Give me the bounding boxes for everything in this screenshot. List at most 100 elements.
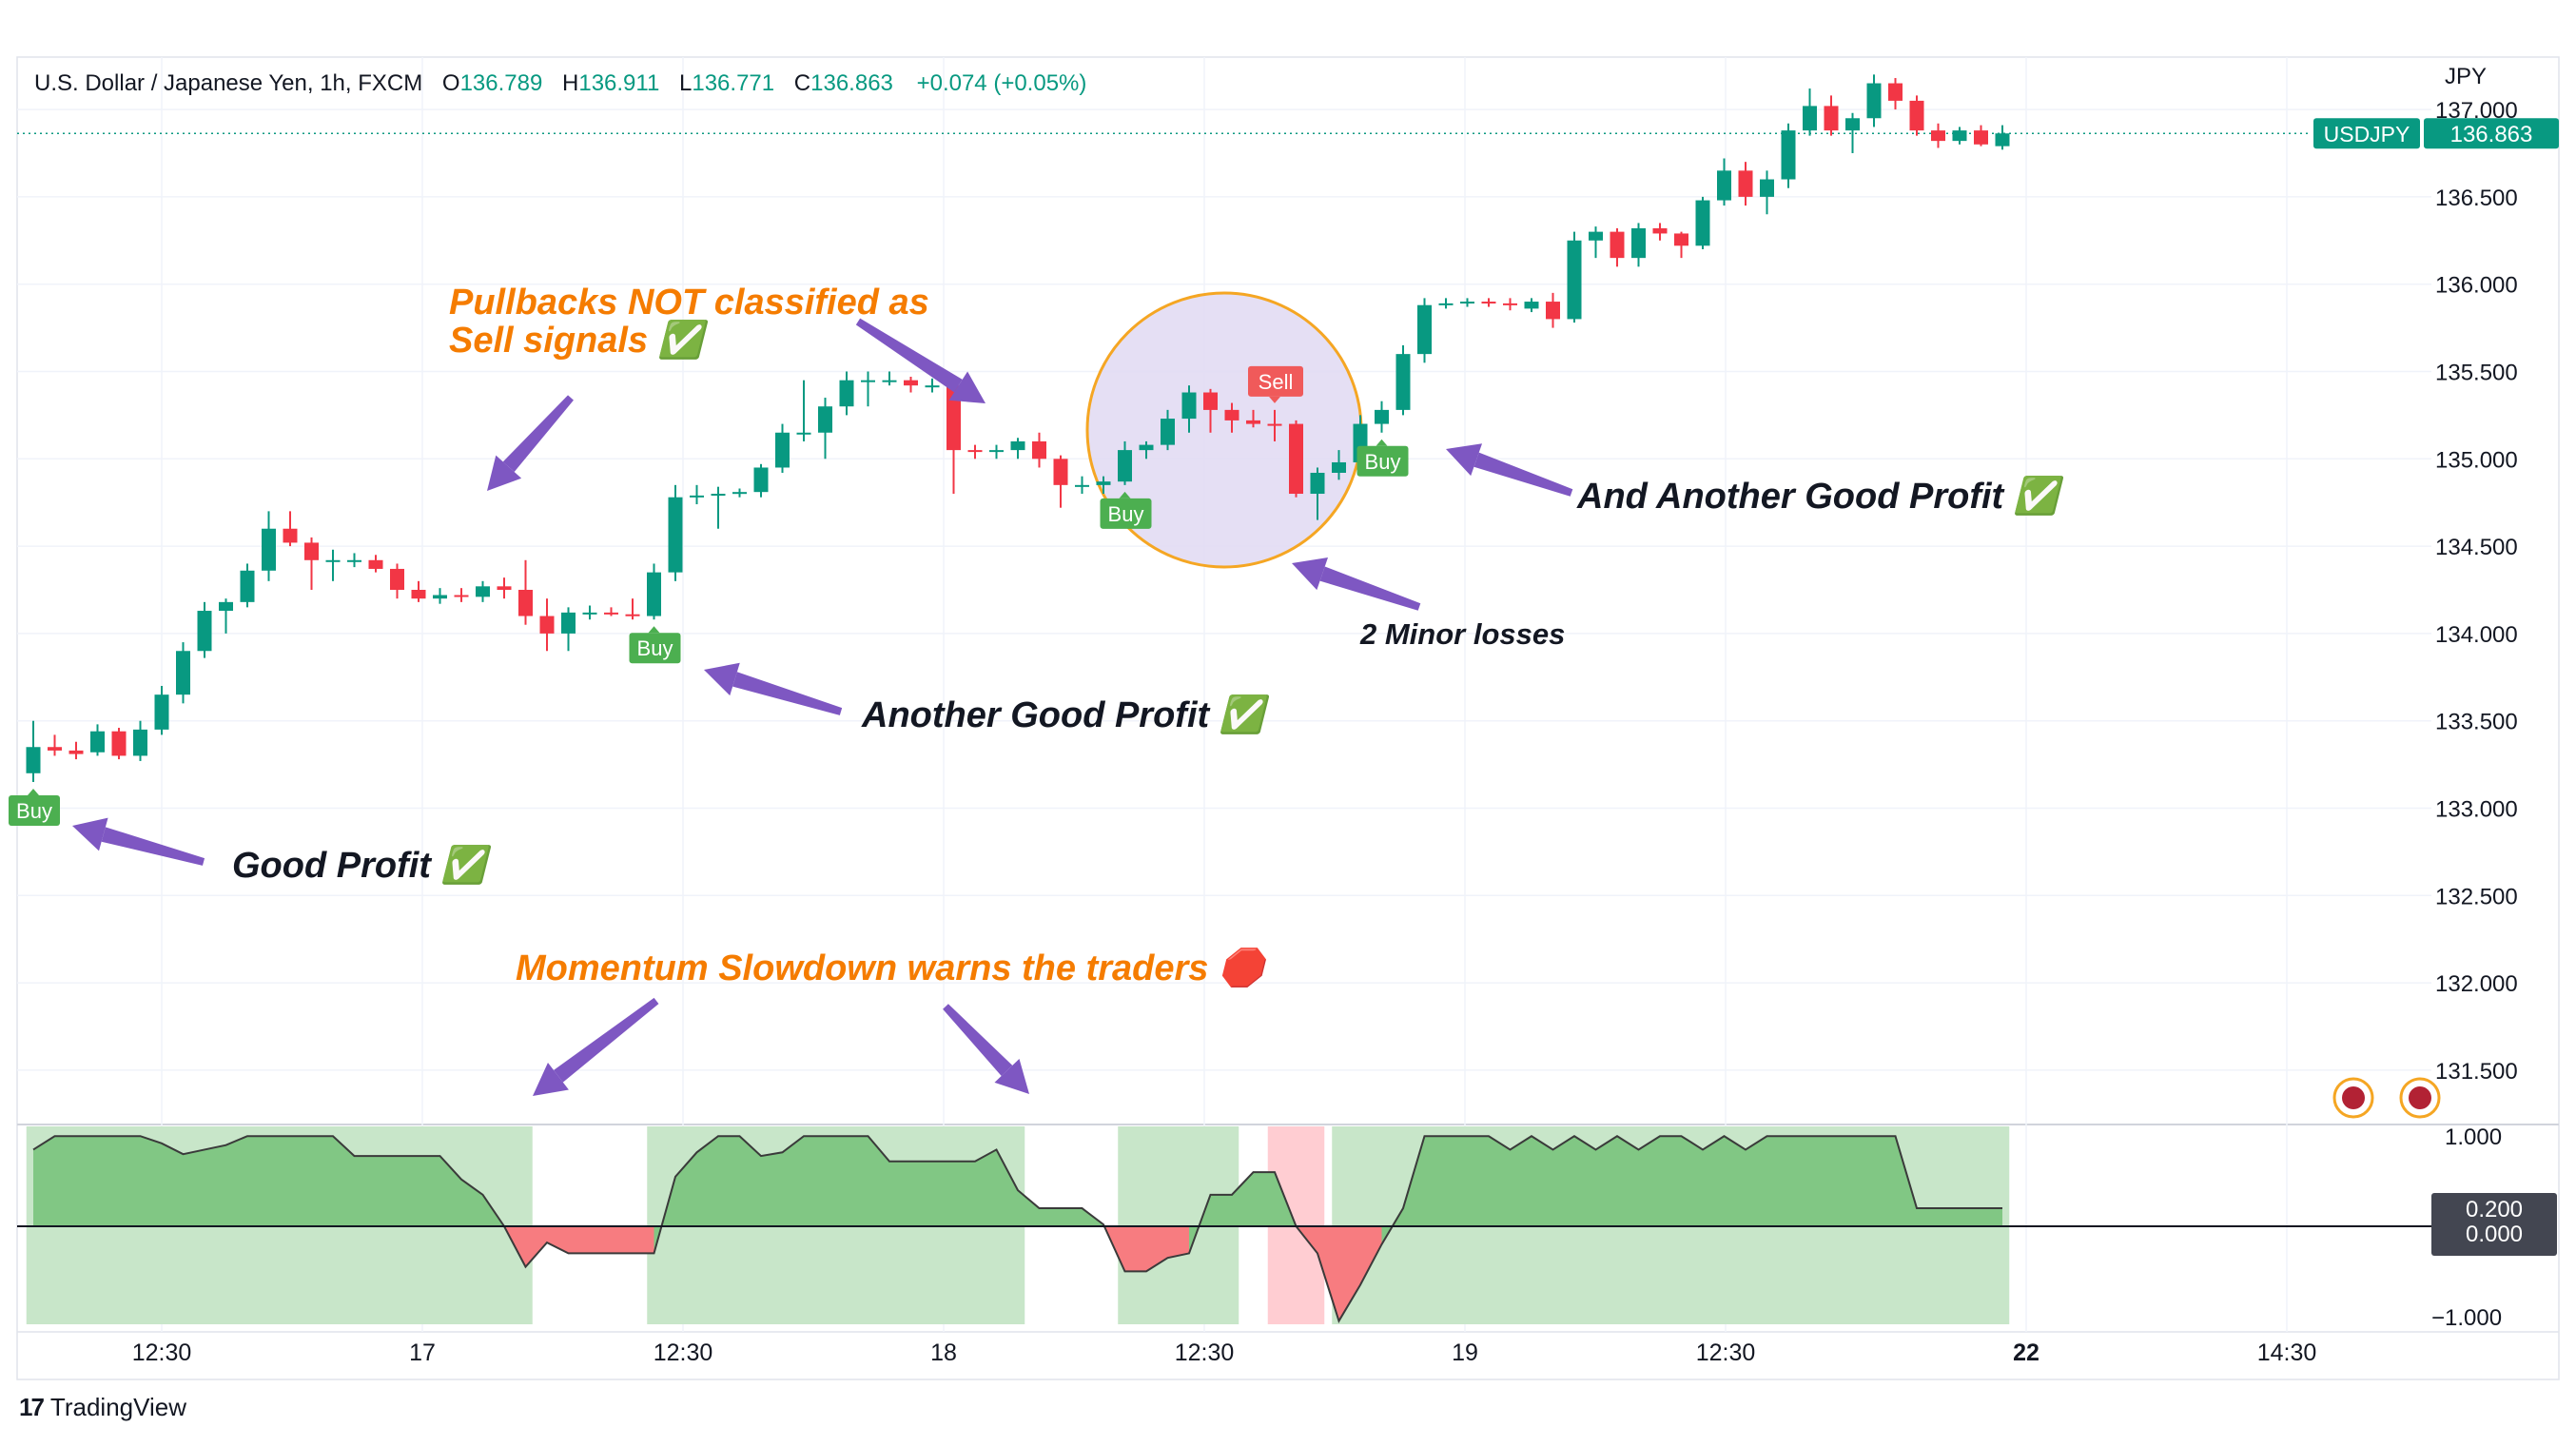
candle-body xyxy=(1652,227,1668,234)
oscillator-fill-segment xyxy=(54,1136,76,1226)
candle-body xyxy=(904,380,918,386)
highlight-circle xyxy=(1085,291,1368,569)
oscillator-fill-segment xyxy=(1210,1194,1232,1226)
economic-event-icon[interactable] xyxy=(2332,1077,2374,1119)
candle-body xyxy=(1460,302,1474,304)
arrow-shaft xyxy=(101,827,205,866)
annotation-arrows xyxy=(72,318,1573,1096)
candle-body xyxy=(325,559,341,562)
candle-body xyxy=(1438,303,1454,305)
candle-body xyxy=(518,590,533,616)
candle-bearish xyxy=(454,588,469,602)
candle-bullish xyxy=(1139,440,1154,460)
candle-bullish xyxy=(839,371,854,416)
candle-body xyxy=(582,612,597,615)
price-tick-label: 135.500 xyxy=(2435,360,2518,385)
candle-bullish xyxy=(1524,298,1539,313)
candle-body xyxy=(625,614,640,616)
oscillator-fill-segment xyxy=(1446,1136,1468,1226)
candle-body xyxy=(68,750,84,754)
candle-bullish xyxy=(796,380,811,441)
buy-signal-label: Buy xyxy=(16,799,52,823)
sell-signal[interactable]: Sell xyxy=(1248,365,1303,403)
oscillator-fill-segment xyxy=(1532,1136,1553,1226)
low-value: 136.771 xyxy=(692,70,775,96)
oscillator-pane xyxy=(17,1135,2431,1323)
candle-body xyxy=(1139,444,1154,451)
candle-body xyxy=(1866,83,1882,119)
buy-signal[interactable]: Buy xyxy=(1356,439,1409,477)
candle-bullish xyxy=(775,423,790,473)
candle-body xyxy=(1096,481,1111,485)
candle-body xyxy=(1717,170,1731,201)
arrow-shaft xyxy=(1473,452,1573,497)
buy-signal-box xyxy=(9,794,60,826)
candle-body xyxy=(1738,170,1753,197)
oscillator-fill-segment xyxy=(782,1136,804,1226)
candle-body xyxy=(1181,392,1197,420)
candle-bullish xyxy=(753,463,769,498)
candle-bearish xyxy=(111,728,127,760)
candle-bearish xyxy=(1824,95,1839,136)
oscillator-fill-segment xyxy=(1595,1136,1617,1226)
oscillator-fill-segment xyxy=(162,1143,184,1226)
oscillator-fill-segment xyxy=(996,1149,1018,1226)
oscillator-fill-segment xyxy=(889,1161,911,1226)
arrow-shaft xyxy=(855,318,963,393)
candle-bearish xyxy=(1888,78,1903,110)
candle-bearish xyxy=(1610,227,1625,267)
candle-body xyxy=(1546,302,1560,320)
candle-bearish xyxy=(625,598,640,620)
buy-signal-pointer xyxy=(1376,439,1388,446)
time-tick-label: 12:30 xyxy=(1175,1339,1235,1366)
candle-body xyxy=(1203,392,1218,410)
candle-body xyxy=(775,432,790,468)
candle-bullish xyxy=(1375,401,1389,433)
good-profit-annotation: Good Profit ✅ xyxy=(232,844,493,886)
momentum-annotation: Momentum Slowdown warns the traders 🛑 xyxy=(516,947,1270,988)
candle-bearish xyxy=(1224,402,1239,433)
oscillator-fill-segment xyxy=(1338,1226,1360,1321)
tradingview-footer[interactable]: 17 TradingView xyxy=(19,1393,186,1422)
candle-bullish xyxy=(1438,298,1454,309)
oscillator-fill-segment xyxy=(590,1226,612,1254)
candle-body xyxy=(561,612,576,634)
price-tick-label: 134.500 xyxy=(2435,535,2518,560)
oscillator-fill-segment xyxy=(1724,1136,1746,1226)
candle-body xyxy=(1931,130,1945,142)
buy-signal[interactable]: Buy xyxy=(629,626,681,664)
buy-signal[interactable]: Buy xyxy=(9,788,60,826)
candle-body xyxy=(1995,133,2010,147)
time-tick-label: 19 xyxy=(1452,1339,1478,1366)
candle-bearish xyxy=(1931,123,1945,148)
candle-bullish xyxy=(925,378,940,393)
symbol-title: U.S. Dollar / Japanese Yen, 1h, FXCM xyxy=(34,70,423,96)
candle-body xyxy=(1118,450,1132,482)
candle-bearish xyxy=(1674,231,1688,259)
signal-markers: Buy Buy Buy Sell Buy xyxy=(9,365,1409,826)
candle-body xyxy=(732,492,747,495)
oscillator-fill-segment xyxy=(739,1136,761,1226)
oscillator-fill-segment xyxy=(1917,1208,1939,1226)
buy-signal[interactable]: Buy xyxy=(1100,491,1152,529)
oscillator-fill-segment xyxy=(1552,1136,1574,1226)
candle-body xyxy=(1010,440,1025,451)
symbol-header[interactable]: U.S. Dollar / Japanese Yen, 1h, FXCM O13… xyxy=(34,70,1086,97)
candle-bullish xyxy=(1803,88,1817,136)
candle-body xyxy=(48,747,62,751)
candle-bullish xyxy=(690,484,704,505)
oscillator-fill-segment xyxy=(696,1136,718,1226)
candle-bullish xyxy=(1695,196,1710,249)
candle-bullish xyxy=(1589,226,1603,259)
symbol-badge-label: USDJPY xyxy=(2324,122,2410,147)
osc-tick-label: −1.000 xyxy=(2431,1305,2502,1331)
candle-body xyxy=(1909,100,1924,131)
candle-bullish xyxy=(219,598,233,634)
candle-body xyxy=(262,528,276,571)
price-tick-label: 133.500 xyxy=(2435,710,2518,735)
economic-event-icon[interactable] xyxy=(2399,1077,2441,1119)
candle-body xyxy=(390,568,404,590)
minor-losses-annotation: 2 Minor losses xyxy=(1359,617,1565,651)
